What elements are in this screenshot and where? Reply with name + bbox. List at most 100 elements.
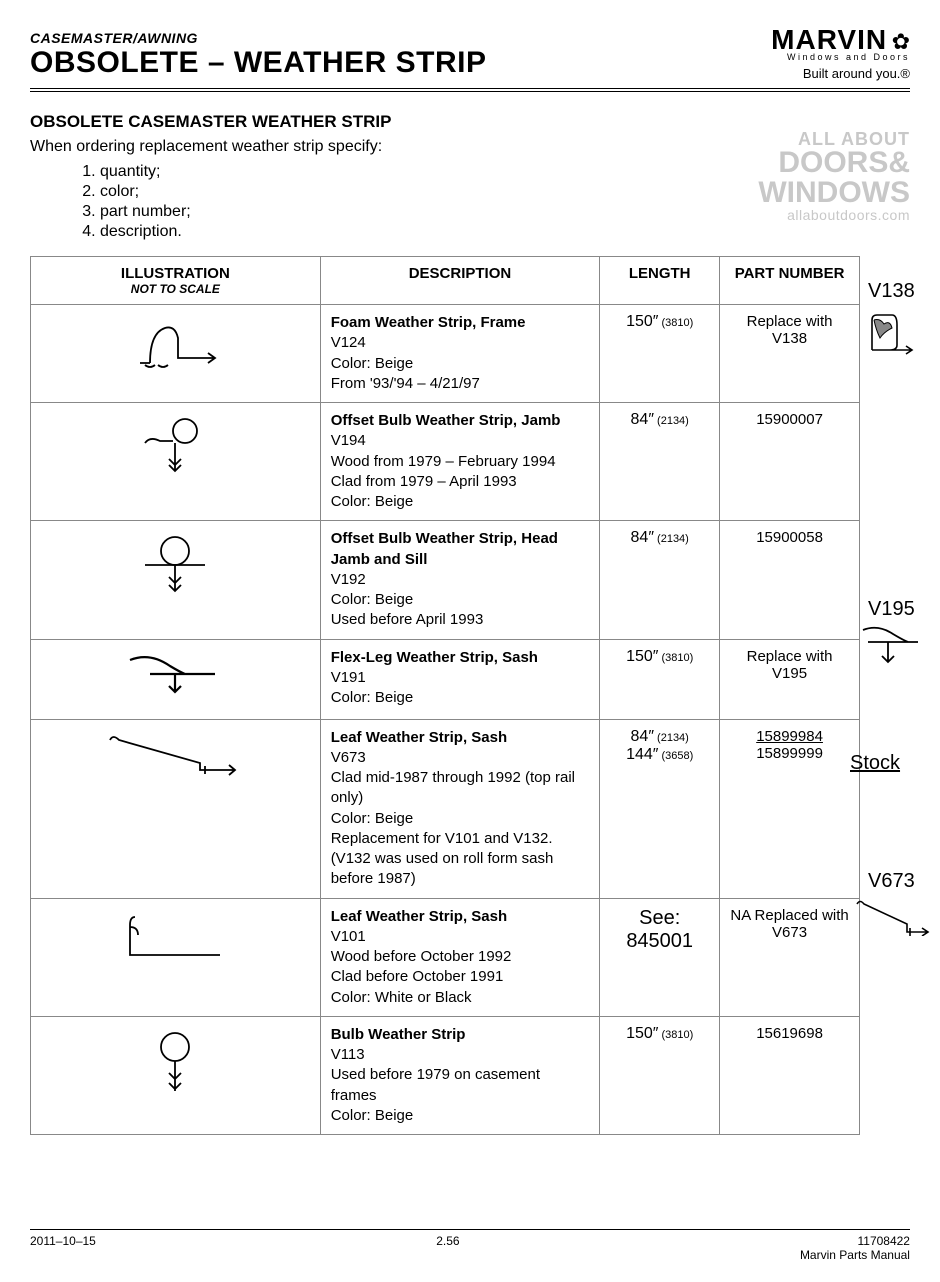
table-row: Foam Weather Strip, FrameV124Color: Beig… <box>31 305 860 403</box>
footer-date: 2011–10–15 <box>30 1234 96 1262</box>
desc-line: Used before 1979 on casement frames <box>331 1065 590 1106</box>
illustration-cell <box>31 403 321 521</box>
side-note-v138: V138 <box>868 280 915 303</box>
watermark-line2: DOORS& <box>758 148 910 178</box>
description-cell: Foam Weather Strip, FrameV124Color: Beig… <box>320 305 600 403</box>
length-value: 150″ (3810) <box>610 648 709 666</box>
length-see-num: 845001 <box>610 930 709 953</box>
side-note-stock: Stock <box>850 752 900 775</box>
description-cell: Leaf Weather Strip, SashV673Clad mid-198… <box>320 719 600 898</box>
side-icon-v195 <box>858 622 928 672</box>
th-illustration-sub: NOT TO SCALE <box>41 282 310 296</box>
length-see: See: <box>610 907 709 930</box>
part-number-cell: 15900007 <box>720 403 860 521</box>
part-number-cell: 1589998415899999 <box>720 719 860 898</box>
footer-page: 2.56 <box>436 1234 459 1262</box>
desc-line: Color: Beige <box>331 809 590 829</box>
desc-title: Leaf Weather Strip, Sash <box>331 728 590 748</box>
parts-table: ILLUSTRATION NOT TO SCALE DESCRIPTION LE… <box>30 256 860 1135</box>
desc-line: V192 <box>331 570 590 590</box>
desc-line: From '93/'94 – 4/21/97 <box>331 374 590 394</box>
length-cell: 84″ (2134)144″ (3658) <box>600 719 720 898</box>
desc-line: Clad before October 1991 <box>331 967 590 987</box>
desc-line: Used before April 1993 <box>331 610 590 630</box>
footer-right: 11708422 Marvin Parts Manual <box>800 1234 910 1262</box>
th-part-number: PART NUMBER <box>720 257 860 305</box>
length-value: 84″ (2134) <box>610 529 709 547</box>
illustration-cell <box>31 305 321 403</box>
length-value: 84″ (2134) <box>610 411 709 429</box>
th-illustration: ILLUSTRATION NOT TO SCALE <box>31 257 321 305</box>
brand-flower-icon: ✿ <box>892 29 910 54</box>
part-number-cell: Replace with V195 <box>720 639 860 719</box>
th-description: DESCRIPTION <box>320 257 600 305</box>
table-row: Offset Bulb Weather Strip, JambV194Wood … <box>31 403 860 521</box>
desc-line: Replacement for V101 and V132. (V132 was… <box>331 829 590 890</box>
desc-title: Leaf Weather Strip, Sash <box>331 907 590 927</box>
desc-title: Foam Weather Strip, Frame <box>331 313 590 333</box>
illustration-cell <box>31 898 321 1016</box>
desc-line: Color: Beige <box>331 688 590 708</box>
th-illustration-label: ILLUSTRATION <box>121 265 230 282</box>
desc-line: V673 <box>331 748 590 768</box>
desc-line: Color: Beige <box>331 590 590 610</box>
flex-leg-icon <box>115 685 235 702</box>
page-header: CASEMASTER/AWNING OBSOLETE – WEATHER STR… <box>30 30 910 92</box>
desc-line: V191 <box>331 668 590 688</box>
side-note-v673: V673 <box>868 870 915 893</box>
side-icon-v673 <box>852 896 932 941</box>
description-cell: Offset Bulb Weather Strip, JambV194Wood … <box>320 403 600 521</box>
description-cell: Leaf Weather Strip, SashV101Wood before … <box>320 898 600 1016</box>
brand-subtitle: Windows and Doors <box>771 52 910 62</box>
description-cell: Flex-Leg Weather Strip, SashV191Color: B… <box>320 639 600 719</box>
desc-line: Wood from 1979 – February 1994 <box>331 452 590 472</box>
part-number-cell: 15900058 <box>720 521 860 639</box>
part-number: 15899984 <box>730 728 849 745</box>
length-value: 144″ (3658) <box>610 746 709 764</box>
illustration-cell <box>31 521 321 639</box>
length-value: 150″ (3810) <box>610 313 709 331</box>
part-number-cell: NA Replaced with V673 <box>720 898 860 1016</box>
part-number-cell: Replace with V138 <box>720 305 860 403</box>
illustration-cell <box>31 719 321 898</box>
leaf-sash-icon <box>95 765 255 782</box>
watermark: ALL ABOUT DOORS& WINDOWS allaboutdoors.c… <box>758 130 910 222</box>
desc-line: V194 <box>331 431 590 451</box>
table-row: Offset Bulb Weather Strip, Head Jamb and… <box>31 521 860 639</box>
table-row: Bulb Weather StripV113Used before 1979 o… <box>31 1016 860 1134</box>
illustration-cell <box>31 1016 321 1134</box>
desc-line: Clad from 1979 – April 1993 <box>331 472 590 492</box>
description-cell: Offset Bulb Weather Strip, Head Jamb and… <box>320 521 600 639</box>
brand-block: MARVIN ✿ Windows and Doors Built around … <box>771 24 910 81</box>
bulb-icon <box>135 1087 215 1104</box>
part-number: 15899999 <box>730 745 849 762</box>
desc-title: Flex-Leg Weather Strip, Sash <box>331 648 590 668</box>
length-cell: 84″ (2134) <box>600 403 720 521</box>
leaf-sash-v101-icon <box>110 954 240 971</box>
th-length: LENGTH <box>600 257 720 305</box>
brand-tagline: Built around you.® <box>771 66 910 81</box>
desc-line: Color: Beige <box>331 354 590 374</box>
part-number-cell: 15619698 <box>720 1016 860 1134</box>
watermark-line3: WINDOWS <box>758 178 910 208</box>
table-header-row: ILLUSTRATION NOT TO SCALE DESCRIPTION LE… <box>31 257 860 305</box>
length-value: 84″ (2134) <box>610 728 709 746</box>
side-note-v195: V195 <box>868 598 915 621</box>
desc-line: Color: Beige <box>331 1106 590 1126</box>
desc-line: Color: Beige <box>331 492 590 512</box>
length-cell: See:845001 <box>600 898 720 1016</box>
table-row: Leaf Weather Strip, SashV673Clad mid-198… <box>31 719 860 898</box>
section-title: OBSOLETE CASEMASTER WEATHER STRIP <box>30 112 910 132</box>
spec-item: description. <box>100 222 910 242</box>
desc-title: Offset Bulb Weather Strip, Jamb <box>331 411 590 431</box>
description-cell: Bulb Weather StripV113Used before 1979 o… <box>320 1016 600 1134</box>
foam-frame-icon <box>120 360 230 377</box>
length-cell: 84″ (2134) <box>600 521 720 639</box>
page-footer: 2011–10–15 2.56 11708422 Marvin Parts Ma… <box>30 1229 910 1262</box>
side-icon-v138 <box>862 310 922 365</box>
desc-line: Clad mid-1987 through 1992 (top rail onl… <box>331 768 590 809</box>
offset-bulb-jamb-icon <box>120 468 230 485</box>
length-cell: 150″ (3810) <box>600 305 720 403</box>
desc-line: V101 <box>331 927 590 947</box>
desc-line: V124 <box>331 333 590 353</box>
